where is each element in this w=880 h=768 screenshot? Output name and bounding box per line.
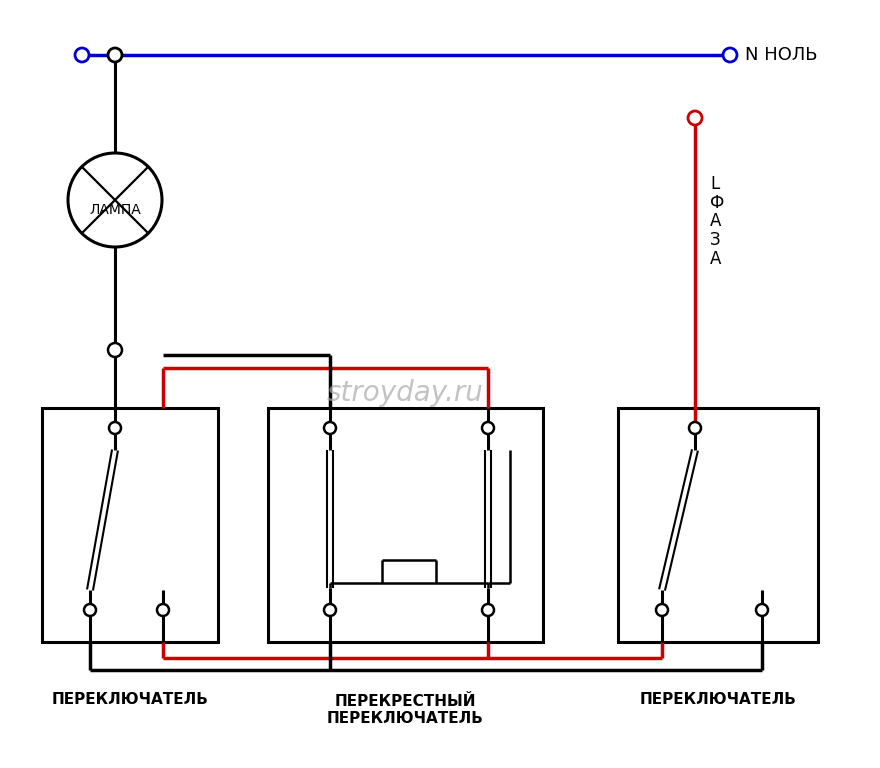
Circle shape xyxy=(324,422,336,434)
Circle shape xyxy=(688,111,702,125)
Text: L
Ф
А
З
А: L Ф А З А xyxy=(710,175,724,268)
Circle shape xyxy=(324,604,336,616)
Text: ПЕРЕКЛЮЧАТЕЛЬ: ПЕРЕКЛЮЧАТЕЛЬ xyxy=(52,693,209,707)
Circle shape xyxy=(108,343,122,357)
Text: N НОЛЬ: N НОЛЬ xyxy=(745,46,818,64)
Circle shape xyxy=(109,422,121,434)
Bar xyxy=(42,408,218,642)
Bar xyxy=(618,408,818,642)
Circle shape xyxy=(108,48,122,62)
Text: stroyday.ru: stroyday.ru xyxy=(326,379,483,407)
Circle shape xyxy=(756,604,768,616)
Circle shape xyxy=(723,48,737,62)
Circle shape xyxy=(656,604,668,616)
Circle shape xyxy=(75,48,89,62)
Circle shape xyxy=(157,604,169,616)
Circle shape xyxy=(482,422,494,434)
Circle shape xyxy=(689,422,701,434)
Bar xyxy=(268,408,543,642)
Text: ПЕРЕКЛЮЧАТЕЛЬ: ПЕРЕКЛЮЧАТЕЛЬ xyxy=(640,693,796,707)
Circle shape xyxy=(84,604,96,616)
Text: ПЕРЕКРЕСТНЫЙ
ПЕРЕКЛЮЧАТЕЛЬ: ПЕРЕКРЕСТНЫЙ ПЕРЕКЛЮЧАТЕЛЬ xyxy=(326,694,483,727)
Circle shape xyxy=(68,153,162,247)
Circle shape xyxy=(482,604,494,616)
Text: ЛАМПА: ЛАМПА xyxy=(89,203,141,217)
